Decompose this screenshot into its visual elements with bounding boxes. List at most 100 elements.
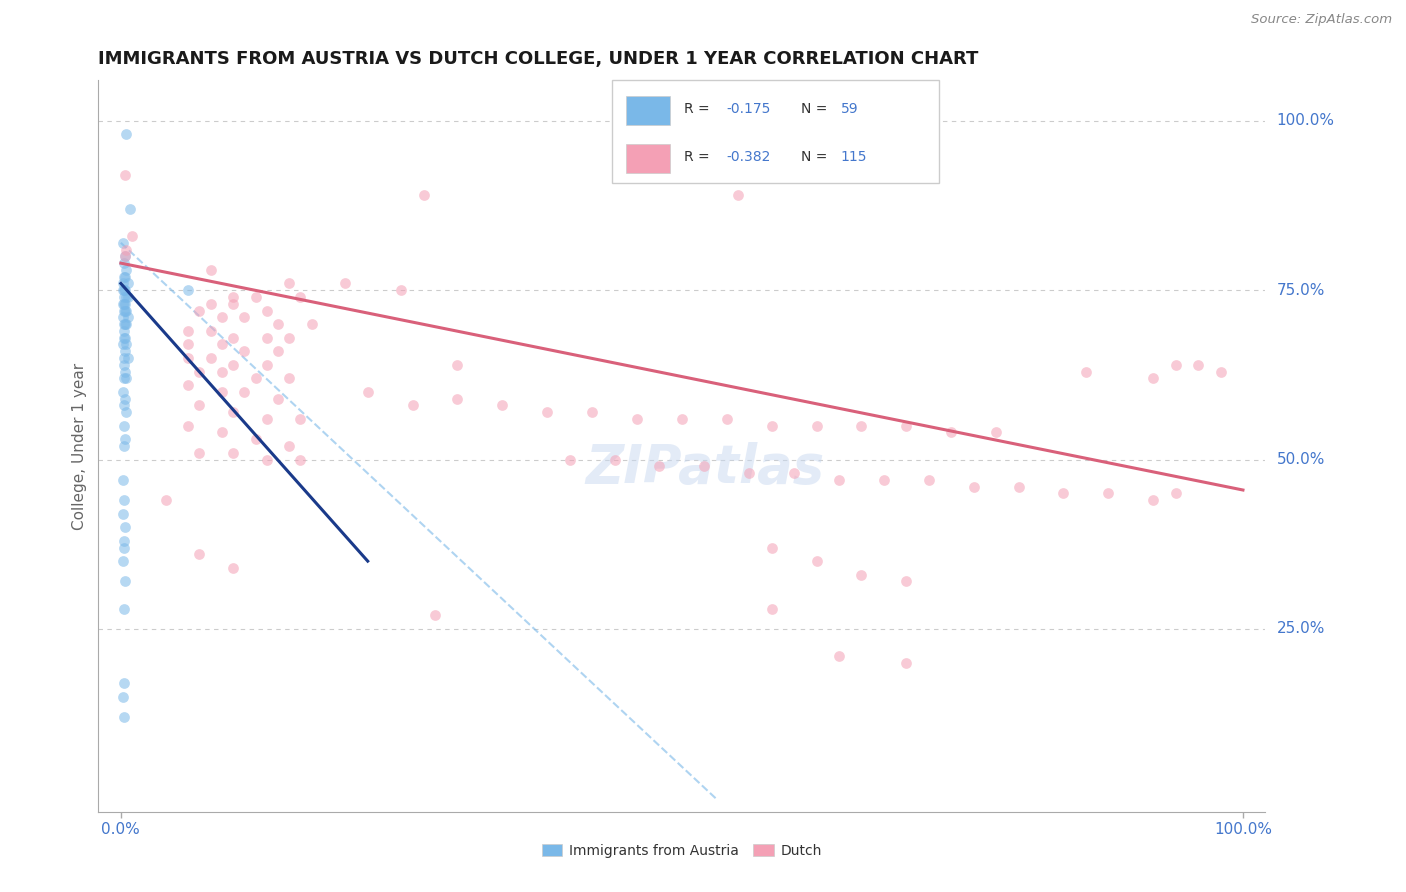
- Point: [671, 412, 693, 426]
- Text: N =: N =: [801, 150, 832, 164]
- Point: [211, 364, 233, 378]
- Point: [200, 263, 222, 277]
- Point: [941, 425, 963, 440]
- Point: [112, 331, 135, 345]
- Point: [155, 493, 177, 508]
- Point: [536, 405, 558, 419]
- Point: [112, 541, 135, 555]
- Legend: Immigrants from Austria, Dutch: Immigrants from Austria, Dutch: [536, 838, 828, 863]
- Point: [114, 303, 136, 318]
- Point: [112, 384, 135, 399]
- Point: [188, 547, 211, 561]
- Point: [806, 554, 828, 568]
- Point: [1209, 364, 1232, 378]
- Point: [112, 303, 135, 318]
- Bar: [626, 144, 671, 173]
- Point: [233, 310, 256, 325]
- Point: [112, 317, 135, 331]
- Point: [112, 690, 135, 704]
- Point: [112, 601, 135, 615]
- Point: [188, 303, 211, 318]
- Point: [115, 303, 138, 318]
- Y-axis label: College, Under 1 year: College, Under 1 year: [72, 362, 87, 530]
- Point: [112, 283, 135, 297]
- Point: [290, 412, 312, 426]
- Point: [115, 405, 138, 419]
- Point: [301, 317, 323, 331]
- Point: [693, 459, 716, 474]
- Point: [112, 554, 135, 568]
- Point: [256, 412, 278, 426]
- Text: 59: 59: [841, 102, 858, 116]
- Point: [290, 452, 312, 467]
- Point: [245, 290, 267, 304]
- Point: [114, 168, 136, 182]
- Point: [115, 337, 138, 351]
- Point: [200, 351, 222, 365]
- Point: [112, 290, 135, 304]
- Text: 115: 115: [841, 150, 868, 164]
- Point: [117, 310, 139, 325]
- Point: [245, 371, 267, 385]
- Point: [112, 256, 135, 270]
- Point: [114, 283, 136, 297]
- Point: [112, 235, 135, 250]
- Point: [335, 277, 357, 291]
- Point: [256, 452, 278, 467]
- Bar: [626, 95, 671, 125]
- Point: [896, 418, 918, 433]
- Point: [851, 567, 873, 582]
- Point: [1142, 493, 1164, 508]
- Point: [491, 398, 513, 412]
- Point: [114, 249, 136, 263]
- Point: [1187, 358, 1209, 372]
- Text: -0.175: -0.175: [727, 102, 770, 116]
- Point: [761, 418, 783, 433]
- Text: 25.0%: 25.0%: [1277, 622, 1324, 636]
- Text: R =: R =: [685, 102, 714, 116]
- Point: [117, 351, 139, 365]
- Point: [278, 331, 301, 345]
- Point: [851, 418, 873, 433]
- Point: [603, 452, 626, 467]
- Point: [738, 466, 761, 480]
- Point: [115, 263, 138, 277]
- Point: [115, 128, 138, 142]
- Point: [233, 384, 256, 399]
- Point: [112, 439, 135, 453]
- Point: [177, 378, 200, 392]
- Point: [112, 533, 135, 548]
- Bar: [612, 80, 939, 183]
- Point: [896, 574, 918, 589]
- Point: [188, 398, 211, 412]
- Text: 100.0%: 100.0%: [1277, 113, 1334, 128]
- Point: [177, 337, 200, 351]
- Point: [112, 493, 135, 508]
- Point: [188, 446, 211, 460]
- Point: [873, 473, 896, 487]
- Text: IMMIGRANTS FROM AUSTRIA VS DUTCH COLLEGE, UNDER 1 YEAR CORRELATION CHART: IMMIGRANTS FROM AUSTRIA VS DUTCH COLLEGE…: [98, 50, 979, 68]
- Point: [1164, 486, 1187, 500]
- Point: [222, 297, 245, 311]
- Point: [112, 358, 135, 372]
- Point: [290, 290, 312, 304]
- Point: [118, 202, 141, 216]
- Point: [256, 331, 278, 345]
- Point: [112, 277, 135, 291]
- Point: [114, 520, 136, 534]
- Point: [761, 601, 783, 615]
- Point: [211, 310, 233, 325]
- Point: [211, 425, 233, 440]
- Point: [267, 392, 290, 406]
- Point: [177, 418, 200, 433]
- Point: [256, 303, 278, 318]
- Point: [278, 439, 301, 453]
- Point: [1142, 371, 1164, 385]
- Point: [222, 290, 245, 304]
- Text: 75.0%: 75.0%: [1277, 283, 1324, 298]
- Text: ZIPatlas: ZIPatlas: [586, 442, 825, 494]
- Point: [211, 384, 233, 399]
- Point: [112, 676, 135, 690]
- Point: [112, 371, 135, 385]
- Point: [121, 229, 143, 244]
